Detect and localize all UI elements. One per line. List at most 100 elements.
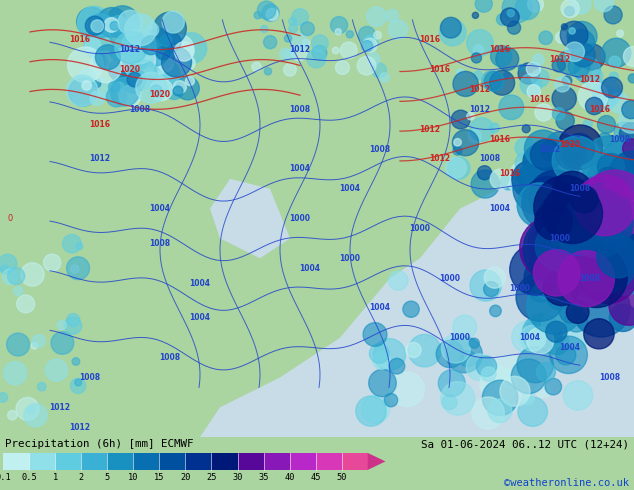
Text: 25: 25	[206, 473, 217, 482]
Circle shape	[16, 397, 39, 420]
Text: 1012: 1012	[550, 55, 571, 64]
Circle shape	[477, 166, 491, 180]
Text: 1016: 1016	[489, 135, 510, 144]
Circle shape	[373, 31, 382, 39]
Circle shape	[536, 383, 550, 398]
Circle shape	[150, 85, 162, 97]
Circle shape	[622, 100, 634, 119]
Circle shape	[442, 395, 457, 410]
Circle shape	[534, 202, 573, 240]
Text: Precipitation (6h) [mm] ECMWF: Precipitation (6h) [mm] ECMWF	[5, 439, 193, 449]
Circle shape	[379, 404, 389, 414]
Circle shape	[386, 9, 399, 22]
Circle shape	[469, 338, 479, 348]
Circle shape	[335, 61, 349, 74]
Circle shape	[522, 392, 534, 405]
Circle shape	[161, 32, 181, 52]
Circle shape	[133, 32, 143, 42]
Circle shape	[552, 136, 601, 185]
Circle shape	[490, 169, 510, 189]
Text: 1020: 1020	[150, 90, 171, 99]
Circle shape	[174, 42, 194, 61]
Circle shape	[567, 237, 618, 288]
Circle shape	[576, 152, 585, 160]
Circle shape	[579, 245, 634, 303]
Circle shape	[142, 40, 169, 66]
Circle shape	[307, 49, 326, 68]
Text: ©weatheronline.co.uk: ©weatheronline.co.uk	[504, 478, 629, 488]
Circle shape	[72, 358, 80, 365]
Circle shape	[456, 69, 463, 76]
Circle shape	[154, 54, 173, 73]
Circle shape	[127, 73, 142, 87]
Circle shape	[290, 33, 308, 51]
Circle shape	[592, 70, 603, 81]
Circle shape	[145, 49, 176, 80]
Circle shape	[507, 10, 514, 17]
Circle shape	[615, 233, 634, 257]
Circle shape	[264, 68, 271, 75]
Text: 1008: 1008	[129, 105, 150, 114]
Circle shape	[516, 273, 565, 321]
Circle shape	[148, 50, 172, 74]
Text: 40: 40	[285, 473, 295, 482]
Circle shape	[99, 58, 108, 67]
Circle shape	[160, 37, 184, 61]
Circle shape	[90, 51, 122, 83]
Circle shape	[515, 138, 535, 158]
Circle shape	[531, 140, 562, 170]
Circle shape	[568, 56, 590, 77]
Circle shape	[438, 370, 465, 396]
Circle shape	[122, 70, 145, 93]
Text: 1000: 1000	[510, 284, 531, 293]
Circle shape	[257, 1, 276, 19]
Circle shape	[609, 304, 634, 332]
Circle shape	[264, 36, 277, 49]
Circle shape	[563, 326, 588, 350]
Bar	[342, 453, 368, 470]
Bar	[159, 453, 186, 470]
Circle shape	[508, 180, 519, 190]
Circle shape	[594, 0, 614, 12]
Circle shape	[366, 7, 386, 26]
Circle shape	[624, 272, 634, 291]
Circle shape	[491, 46, 512, 67]
Circle shape	[510, 162, 534, 186]
Circle shape	[537, 163, 545, 171]
Text: 1016: 1016	[500, 170, 521, 178]
Circle shape	[572, 279, 630, 337]
Circle shape	[110, 77, 139, 106]
Circle shape	[335, 29, 341, 35]
Text: 0: 0	[8, 214, 13, 223]
Circle shape	[580, 170, 634, 239]
Text: 1008: 1008	[79, 373, 101, 382]
Circle shape	[145, 28, 175, 58]
Circle shape	[181, 56, 195, 70]
Circle shape	[266, 8, 278, 21]
Circle shape	[574, 57, 600, 83]
Circle shape	[476, 0, 492, 12]
Circle shape	[517, 346, 553, 383]
Circle shape	[57, 320, 67, 330]
Circle shape	[90, 91, 105, 105]
Circle shape	[481, 367, 496, 382]
Circle shape	[547, 286, 571, 310]
Circle shape	[76, 243, 83, 249]
Polygon shape	[210, 179, 290, 258]
Circle shape	[583, 224, 628, 269]
Circle shape	[65, 317, 82, 334]
Circle shape	[361, 41, 373, 52]
Circle shape	[583, 119, 593, 128]
Circle shape	[75, 379, 82, 386]
Text: 1012: 1012	[49, 403, 70, 412]
Circle shape	[21, 263, 44, 286]
Circle shape	[536, 276, 559, 299]
Circle shape	[153, 12, 186, 45]
Circle shape	[157, 49, 189, 80]
Circle shape	[148, 59, 179, 90]
Circle shape	[471, 53, 481, 63]
Circle shape	[560, 220, 584, 244]
Circle shape	[592, 216, 630, 253]
Circle shape	[578, 239, 611, 271]
Circle shape	[593, 166, 619, 191]
